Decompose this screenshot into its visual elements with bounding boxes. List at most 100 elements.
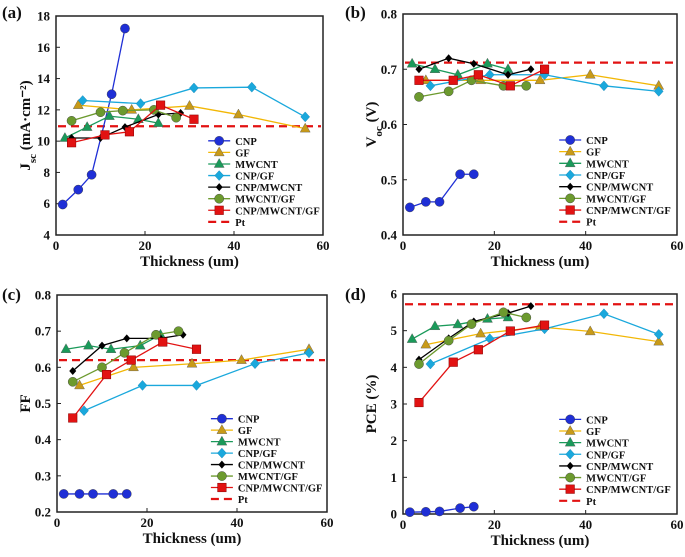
series-mwcnt-gf <box>67 326 184 387</box>
data-point <box>443 335 454 346</box>
data-point <box>653 86 664 97</box>
data-point <box>81 121 93 131</box>
data-point <box>534 74 546 85</box>
legend-item: GF <box>210 424 252 437</box>
data-point <box>425 358 436 370</box>
legend-marker <box>564 436 576 447</box>
legend-label: CNP/MWCNT/GF <box>586 485 671 496</box>
y-tick-label: 0.7 <box>381 62 398 77</box>
data-point <box>158 337 168 347</box>
x-tick-label: 0 <box>54 515 61 530</box>
x-tick-label: 20 <box>141 515 154 530</box>
legend: CNPGFMWCNTCNP/GFCNP/MWCNTMWCNT/GFCNP/MWC… <box>210 413 323 506</box>
y-tick-label: 2 <box>391 433 398 448</box>
legend-marker <box>565 135 575 145</box>
series-cnp-mwcnt <box>415 302 535 364</box>
legend-marker <box>564 145 576 156</box>
legend-label: CNP/GF <box>586 171 625 182</box>
series-cnp-mwcnt-gf <box>67 100 199 148</box>
legend-label: MWCNT/GF <box>235 195 295 206</box>
data-point <box>468 501 479 512</box>
legend-label: CNP/MWCNT <box>586 462 653 473</box>
legend-marker <box>216 435 228 446</box>
data-point <box>584 68 596 79</box>
legend-marker <box>565 448 575 460</box>
legend-item: CNP/GF <box>210 447 277 460</box>
data-point <box>101 370 112 380</box>
legend-label: CNP <box>586 136 608 147</box>
x-tick-label: 40 <box>231 515 244 530</box>
data-point <box>74 489 85 499</box>
data-point <box>171 112 181 123</box>
legend-item: MWCNT <box>210 435 281 449</box>
x-tick-label: 40 <box>579 238 592 253</box>
series-cnp-mwcnt-gf <box>414 320 550 408</box>
legend-item: CNP/MWCNT/GF <box>559 205 671 217</box>
data-point <box>123 334 131 343</box>
legend-item: MWCNT <box>559 436 629 450</box>
data-point <box>119 348 130 358</box>
data-point <box>540 320 550 330</box>
data-point <box>189 114 199 124</box>
x-tick-label: 20 <box>488 517 501 532</box>
plot-frame <box>55 15 324 236</box>
chart-panel-d: (d) 0 20 40 60 0 1 2 3 4 5 6 Thickness (um) PCE (%) CN… <box>345 285 684 549</box>
legend-label: MWCNT/GF <box>586 474 646 485</box>
y-tick-label: 0.6 <box>35 360 52 375</box>
legend-label: CNP/MWCNT <box>586 183 653 194</box>
data-point <box>189 82 199 94</box>
panel-label: (c) <box>2 285 21 304</box>
legend-label: CNP <box>586 415 608 426</box>
legend-item: Pt <box>559 497 597 508</box>
legend-item: CNP/GF <box>559 169 625 182</box>
legend-label: Pt <box>586 218 596 229</box>
y-tick-label: 0.8 <box>35 288 52 303</box>
series-line <box>72 341 197 419</box>
data-point <box>505 81 515 91</box>
legend-item: CNP/MWCNT/GF <box>210 482 323 495</box>
series-cnp-gf <box>425 308 664 370</box>
data-point <box>135 98 146 109</box>
y-tick-label: 0.6 <box>381 117 398 132</box>
series-line <box>411 316 509 340</box>
data-point <box>66 116 77 126</box>
y-axis-label: PCE (%) <box>364 375 380 434</box>
y-tick-label: 4 <box>44 228 51 243</box>
data-point <box>473 345 483 355</box>
data-point <box>124 127 134 137</box>
x-tick-label: 0 <box>53 238 60 253</box>
legend-label: MWCNT <box>235 160 278 171</box>
data-point <box>455 503 465 513</box>
legend-item: MWCNT/GF <box>559 193 646 205</box>
data-point <box>79 405 89 417</box>
legend-label: CNP/MWCNT/GF <box>238 484 323 495</box>
legend-marker <box>213 158 225 168</box>
data-point <box>443 86 454 97</box>
legend-label: CNP/GF <box>238 449 277 460</box>
data-point <box>247 81 257 93</box>
data-point <box>153 117 164 127</box>
panel-label: (d) <box>345 285 366 304</box>
legend-marker <box>217 471 227 481</box>
legend-marker <box>565 484 575 494</box>
legend-item: CNP/MWCNT <box>210 460 305 472</box>
legend-item: MWCNT/GF <box>208 193 295 206</box>
data-point <box>98 341 106 350</box>
series-cnp <box>405 169 479 213</box>
data-point <box>527 302 535 311</box>
legend-label: MWCNT <box>238 438 281 449</box>
data-point <box>156 100 166 110</box>
x-tick-label: 0 <box>400 238 407 253</box>
data-point <box>233 108 244 119</box>
panel-label: (a) <box>2 3 22 22</box>
data-point <box>653 335 665 346</box>
data-point <box>599 308 609 320</box>
data-point <box>498 307 509 318</box>
legend-item: GF <box>559 145 601 159</box>
series-cnp <box>58 489 132 499</box>
legend-item: MWCNT/GF <box>210 471 298 483</box>
x-axis-label: Thickness (um) <box>143 531 242 547</box>
series-cnp-gf <box>79 347 314 417</box>
data-point <box>67 138 77 148</box>
